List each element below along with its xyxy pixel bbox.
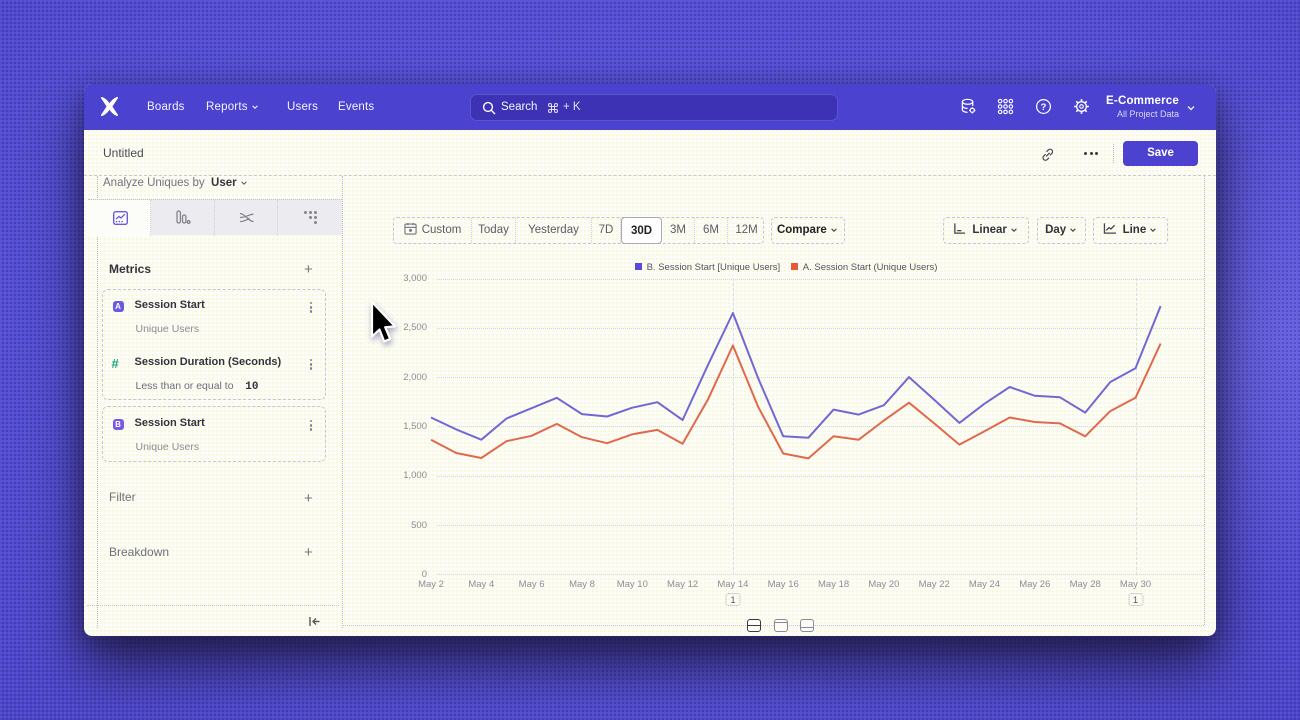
svg-text:?: ? (1041, 102, 1047, 113)
